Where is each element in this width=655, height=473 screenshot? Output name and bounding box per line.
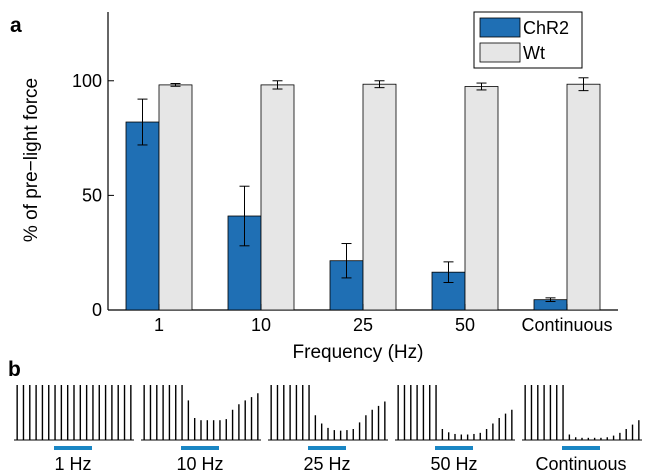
bar-wt-50 bbox=[464, 86, 499, 311]
light-stimulus-bar bbox=[435, 446, 473, 450]
error-bar-chr2-1 bbox=[137, 98, 148, 146]
legend-label-wt: Wt bbox=[523, 43, 545, 63]
bar-wt-10 bbox=[260, 84, 295, 311]
error-bar-chr2-10 bbox=[239, 185, 250, 247]
legend-swatch-chr2 bbox=[479, 17, 521, 38]
trace-label-25-hz: 25 Hz bbox=[303, 454, 350, 473]
error-bar-wt-10 bbox=[272, 80, 283, 90]
x-tick-label-continuous: Continuous bbox=[521, 315, 612, 335]
x-tick-label-50: 50 bbox=[455, 315, 475, 335]
light-stimulus-bar bbox=[308, 446, 346, 450]
trace-label-continuous: Continuous bbox=[535, 454, 626, 473]
bar-chart: 0 50 100 1 10 25 50 Continuous % of pre−light … bbox=[21, 11, 618, 363]
x-tick-label-1: 1 bbox=[154, 315, 164, 335]
y-tick-label: 50 bbox=[82, 185, 102, 205]
x-axis-title: Frequency (Hz) bbox=[293, 342, 424, 363]
y-ticks: 0 50 100 bbox=[72, 71, 114, 320]
trace-50-hz: 50 Hz bbox=[395, 385, 515, 473]
error-bar-wt-1 bbox=[170, 83, 181, 87]
bar-wt-25 bbox=[362, 83, 397, 311]
bar-wt-1 bbox=[158, 84, 193, 311]
x-tick-label-25: 25 bbox=[353, 315, 373, 335]
legend-swatch-wt bbox=[479, 42, 521, 63]
trace-10-hz: 10 Hz bbox=[141, 385, 261, 473]
light-stimulus-bar bbox=[54, 446, 92, 450]
bar-wt-continuous bbox=[566, 83, 601, 311]
y-tick-label: 0 bbox=[92, 300, 102, 320]
trace-label-10-hz: 10 Hz bbox=[176, 454, 223, 473]
error-bar-wt-50 bbox=[476, 82, 487, 91]
legend-label-chr2: ChR2 bbox=[523, 18, 569, 38]
x-ticks: 1 10 25 50 Continuous bbox=[154, 304, 613, 335]
y-axis-title: % of pre−light force bbox=[21, 78, 42, 242]
panel-a-letter: a bbox=[10, 14, 22, 37]
trace-label-1-hz: 1 Hz bbox=[54, 454, 91, 473]
light-stimulus-bar bbox=[562, 446, 600, 450]
error-bar-chr2-50 bbox=[443, 261, 454, 283]
trace-continuous: Continuous bbox=[522, 385, 642, 473]
legend: ChR2 Wt bbox=[473, 11, 583, 69]
bar-chr2-1 bbox=[125, 121, 160, 311]
error-bar-chr2-continuous bbox=[545, 297, 556, 303]
error-bar-wt-25 bbox=[374, 80, 385, 89]
panel-b-letter: b bbox=[8, 358, 21, 381]
error-bar-wt-continuous bbox=[578, 77, 589, 92]
force-traces: 1 Hz 10 Hz 25 Hz 50 Hz Continuous bbox=[14, 385, 642, 473]
light-stimulus-bar bbox=[181, 446, 219, 450]
error-bar-chr2-25 bbox=[341, 243, 352, 279]
bars-layer bbox=[125, 77, 601, 311]
y-tick-label: 100 bbox=[72, 71, 102, 91]
trace-label-50-hz: 50 Hz bbox=[430, 454, 477, 473]
trace-1-hz: 1 Hz bbox=[14, 385, 134, 473]
trace-25-hz: 25 Hz bbox=[268, 385, 388, 473]
x-tick-label-10: 10 bbox=[251, 315, 271, 335]
